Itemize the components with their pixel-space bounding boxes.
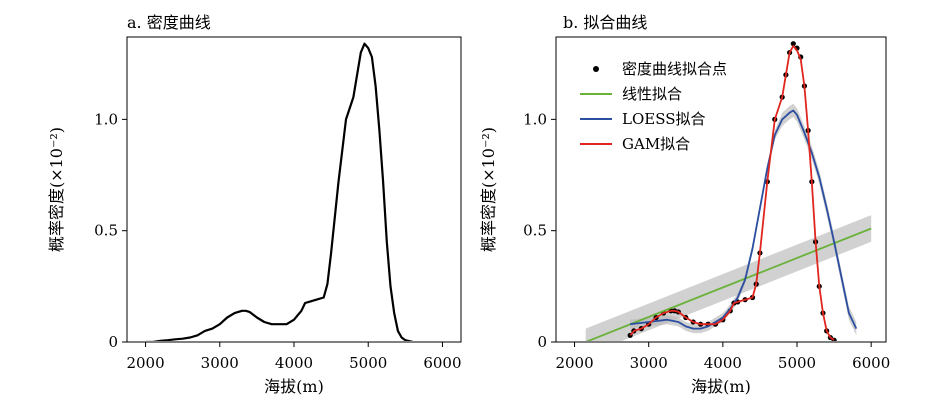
x-tick-label: 5000 [778, 354, 816, 372]
x-tick-label: 6000 [852, 354, 890, 372]
x-tick-label: 3000 [201, 354, 239, 372]
plot-frame [555, 36, 887, 343]
series-line-1 [585, 227, 872, 341]
plot-area [585, 41, 872, 341]
legend-label: 线性拟合 [622, 85, 682, 103]
y-tick-label: 0 [108, 333, 118, 351]
x-axis-title: 海拔(m) [264, 377, 324, 396]
plot-area [145, 42, 414, 341]
y-tick-label: 1.0 [94, 110, 118, 128]
x-tick-label: 6000 [423, 354, 461, 372]
series-line-0 [145, 42, 414, 341]
legend-label: LOESS拟合 [622, 110, 706, 128]
legend-label: 密度曲线拟合点 [622, 60, 727, 78]
y-tick-label: 0 [537, 333, 547, 351]
series-line-3 [629, 45, 835, 341]
legend-marker [593, 66, 599, 72]
x-axis-title: 海拔(m) [691, 377, 751, 396]
panel-title: a. 密度曲线 [127, 13, 211, 32]
y-axis-title: 概率密度(×10⁻²) [47, 127, 66, 252]
y-tick-label: 0.5 [94, 222, 118, 240]
x-tick-label: 5000 [349, 354, 387, 372]
x-tick-label: 3000 [630, 354, 668, 372]
series-line-2 [630, 109, 858, 330]
x-tick-label: 4000 [704, 354, 742, 372]
legend-label: GAM拟合 [622, 135, 690, 153]
data-point [790, 41, 796, 47]
panel-a: a. 密度曲线 2000 3000 4000 5000 6000 0 0.5 1.0 海拔(m) 概… [47, 13, 462, 396]
y-tick-label: 1.0 [523, 110, 547, 128]
panel-title: b. 拟合曲线 [563, 13, 647, 32]
x-tick-label: 2000 [126, 354, 164, 372]
y-axis-title: 概率密度(×10⁻²) [479, 127, 498, 252]
panel-b: b. 拟合曲线 2000 3000 4000 5000 6000 0 0.5 1.0 海拔(m) 概… [479, 13, 890, 396]
x-tick-label: 2000 [555, 354, 593, 372]
plot-frame [126, 36, 462, 343]
y-tick-label: 0.5 [523, 222, 547, 240]
confidence-band-1 [585, 215, 872, 341]
x-tick-label: 4000 [275, 354, 313, 372]
